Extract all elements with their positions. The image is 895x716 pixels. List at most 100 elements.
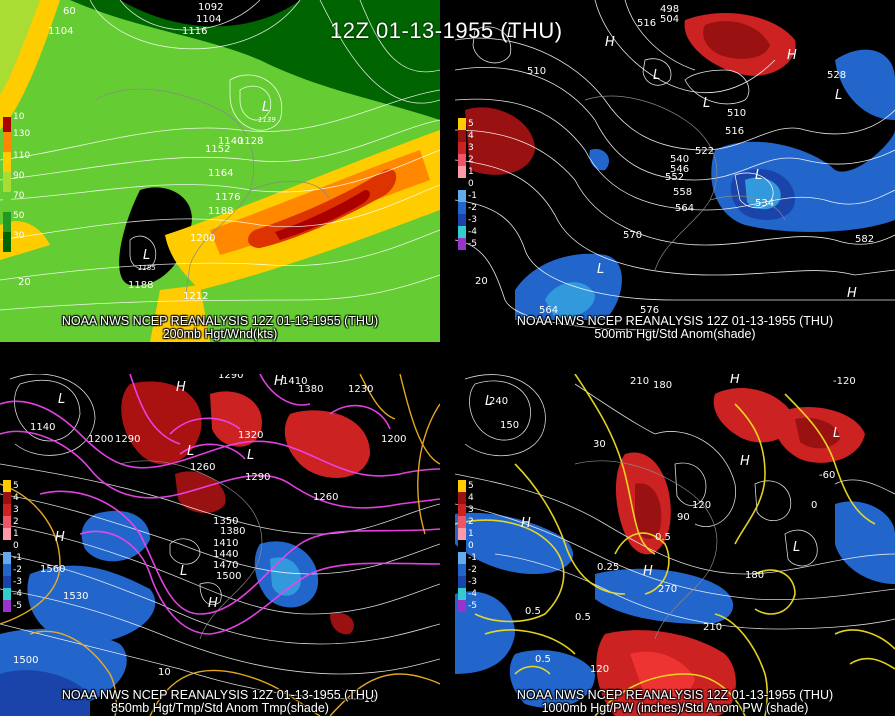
contour-label: -120 <box>833 376 856 387</box>
contour-label: 1200 <box>190 233 216 244</box>
contour-label: 540 <box>670 154 690 165</box>
low-value: 1185 <box>138 264 156 272</box>
high-marker: H <box>643 564 653 579</box>
colorbar-wind <box>3 117 11 252</box>
contour-label: 1104 <box>48 26 74 37</box>
colorbar-tick: 3 <box>468 505 474 515</box>
colorbar-tick: 1 <box>13 529 19 539</box>
contour-label: 1188 <box>128 280 154 291</box>
colorbar-tick: 0 <box>13 541 19 551</box>
contour-label: 1152 <box>205 144 231 155</box>
contour-label: 582 <box>855 234 875 245</box>
colorbar-tick: -2 <box>468 203 477 213</box>
contour-label: 1290 <box>218 374 244 381</box>
high-marker: H <box>208 596 218 611</box>
map-1000mb <box>455 374 895 716</box>
contour-label: 1290 <box>245 472 271 483</box>
colorbar-tick: 3 <box>468 143 474 153</box>
colorbar-tick: 130 <box>13 129 31 139</box>
contour-label: 534 <box>755 198 775 209</box>
high-marker: H <box>740 454 750 469</box>
low-marker: L <box>247 448 255 463</box>
contour-label: 1410 <box>282 376 308 387</box>
contour-label: 0.5 <box>525 606 541 617</box>
high-marker: H <box>55 530 65 545</box>
colorbar-tick: -2 <box>13 565 22 575</box>
high-marker: H <box>521 516 531 531</box>
contour-label: 1230 <box>348 384 374 395</box>
colorbar-tick: -1 <box>468 191 477 201</box>
contour-label: 1470 <box>213 560 239 571</box>
contour-label: 510 <box>727 108 747 119</box>
colorbar-tick: -3 <box>468 577 477 587</box>
contour-label: 0 <box>811 500 818 511</box>
contour-label: 30 <box>593 439 606 450</box>
contour-label: 150 <box>500 420 520 431</box>
panel-caption: NOAA NWS NCEP REANALYSIS 12Z 01-13-1955 … <box>516 314 834 328</box>
colorbar-tick: 5 <box>13 481 19 491</box>
contour-label: 1290 <box>115 434 141 445</box>
colorbar-tick: 2 <box>468 155 474 165</box>
colorbar-tick: 4 <box>13 493 19 503</box>
contour-label: 1116 <box>182 26 208 37</box>
colorbar-tick: 2 <box>13 517 19 527</box>
colorbar-tick: -4 <box>468 227 477 237</box>
colorbar-tick: 10 <box>13 112 25 122</box>
high-marker: H <box>847 286 857 301</box>
colorbar-tick: 5 <box>468 119 474 129</box>
contour-label: 516 <box>637 18 657 29</box>
contour-label: 210 <box>630 376 650 387</box>
contour-label: 10 <box>158 667 171 678</box>
panel-caption: NOAA NWS NCEP REANALYSIS 12Z 01-13-1955 … <box>516 688 834 702</box>
contour-label: 0.5 <box>575 612 591 623</box>
contour-label: 1350 <box>213 516 239 527</box>
low-marker: L <box>58 392 66 407</box>
colorbar-tick: 5 <box>468 481 474 491</box>
contour-label: 1104 <box>196 14 222 25</box>
contour-label: 0.5 <box>535 654 551 665</box>
high-marker: H <box>787 48 797 63</box>
contour-label: 240 <box>489 396 509 407</box>
panel-850mb: 5 4 3 2 1 0 -1 -2 -3 -4 -5 1290 1410 138… <box>0 374 440 716</box>
contour-label: 1260 <box>190 462 216 473</box>
colorbar-tick: 4 <box>468 131 474 141</box>
colorbar-anom <box>3 480 11 612</box>
colorbar-tick: 4 <box>468 493 474 503</box>
contour-label: 20 <box>475 276 488 287</box>
contour-label: 510 <box>527 66 547 77</box>
main-title: 12Z 01-13-1955 (THU) <box>330 18 563 43</box>
colorbar-tick: 110 <box>13 151 31 161</box>
colorbar-tick: -5 <box>468 601 477 611</box>
colorbar-tick: -4 <box>13 589 22 599</box>
contour-label: 120 <box>590 664 610 675</box>
contour-label: 1212 <box>183 291 209 302</box>
contour-label: 498 <box>660 4 680 15</box>
colorbar-tick: -3 <box>468 215 477 225</box>
contour-label: 1530 <box>63 591 89 602</box>
map-200mb <box>0 0 440 342</box>
contour-label: 1200 <box>381 434 407 445</box>
contour-label: 90 <box>677 512 690 523</box>
contour-label: 1164 <box>208 168 234 179</box>
contour-label: 120 <box>692 500 712 511</box>
colorbar-tick: -2 <box>468 565 477 575</box>
low-marker: L <box>597 262 605 277</box>
contour-label: 1176 <box>215 192 241 203</box>
contour-label: 1260 <box>313 492 339 503</box>
contour-label: 1188 <box>208 206 234 217</box>
contour-label: 546 <box>670 164 690 175</box>
contour-label: 1410 <box>213 538 239 549</box>
panel-subcaption: 1000mb Hgt/PW (inches)/Std Anom PW (shad… <box>541 701 809 715</box>
low-marker: L <box>187 444 195 459</box>
panel-subcaption: 200mb Hgt/Wnd(kts) <box>162 327 278 341</box>
contour-label: 1200 <box>88 434 114 445</box>
panel-1000mb: 5 4 3 2 1 0 -1 -2 -3 -4 -5 210 180 H -12… <box>455 374 895 716</box>
contour-label: 522 <box>695 146 715 157</box>
contour-label: 1140 <box>30 422 56 433</box>
contour-label: 0.25 <box>597 562 620 573</box>
contour-label: 564 <box>675 203 695 214</box>
contour-label: 1380 <box>220 526 246 537</box>
low-marker: L <box>653 68 661 83</box>
panel-200mb: 10 130 110 90 70 50 30 1092 1104 1116 11… <box>0 0 440 342</box>
low-marker: L <box>703 96 711 111</box>
